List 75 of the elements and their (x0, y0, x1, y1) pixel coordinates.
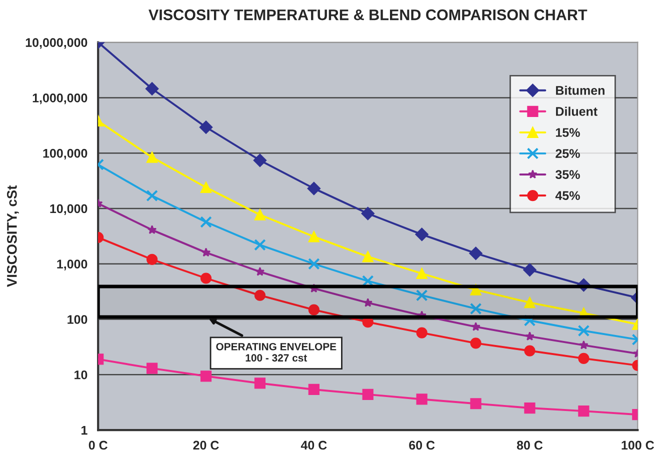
point (471, 322, 480, 331)
x-tick-label: 100 C (622, 440, 654, 450)
point (416, 268, 428, 280)
point (524, 402, 536, 414)
point (200, 182, 212, 193)
legend-label: 25% (556, 149, 580, 158)
y-tick-label: 100 (68, 315, 88, 324)
point (470, 398, 482, 410)
x-tick-label: 40 C (300, 440, 327, 450)
point (361, 206, 374, 220)
legend-label: Bitumen (556, 86, 604, 95)
point (254, 239, 266, 251)
point (309, 284, 319, 293)
point (145, 82, 159, 96)
point (254, 378, 266, 389)
point (199, 120, 213, 134)
point (146, 152, 158, 163)
point (146, 362, 158, 374)
point (525, 332, 534, 340)
point (470, 284, 482, 296)
point (255, 266, 265, 276)
x-tick-label: 60 C (409, 440, 435, 450)
y-tick-label: 1 (82, 426, 88, 435)
legend-label: 35% (556, 170, 580, 179)
point (524, 345, 536, 356)
point (146, 254, 158, 266)
legend-label: 45% (555, 191, 580, 200)
x-tick-label: 20 C (193, 440, 219, 450)
point (416, 289, 428, 302)
point (146, 190, 158, 202)
point (470, 302, 482, 315)
point (308, 258, 320, 270)
point (362, 388, 374, 400)
y-tick-label: 1,000,000 (32, 93, 88, 104)
y-tick-label: 10,000 (50, 204, 88, 215)
y-tick-label: 10 (74, 370, 88, 380)
y-tick-label: 100,000 (43, 148, 88, 160)
point (523, 263, 536, 276)
x-tick-label: 80 C (516, 440, 543, 450)
point (201, 248, 211, 257)
point (253, 154, 267, 167)
point (416, 394, 428, 405)
x-tick-label: 0 C (88, 440, 108, 450)
point (524, 297, 536, 308)
point (417, 310, 426, 320)
point (200, 370, 212, 382)
point (307, 182, 321, 196)
point (578, 352, 590, 364)
point (416, 327, 428, 338)
chart-title: VISCOSITY TEMPERATURE & BLEND COMPARISON CHART (148, 9, 588, 20)
y-axis-title: VISCOSITY, cSt (6, 185, 19, 288)
y-tick-label: 10,000,000 (26, 38, 88, 49)
point (469, 246, 482, 260)
point (362, 251, 374, 262)
point (308, 384, 320, 396)
point (578, 324, 590, 337)
point (577, 278, 590, 292)
point (308, 231, 320, 242)
point (147, 225, 157, 234)
point (579, 340, 588, 350)
point (415, 228, 428, 242)
point (200, 272, 212, 284)
band-label: OPERATING ENVELOPE 100 - 327 cst (216, 342, 336, 362)
point (308, 304, 320, 316)
point (470, 338, 482, 349)
point (578, 308, 590, 319)
point (524, 314, 536, 326)
legend-label: Diluent (556, 106, 598, 116)
point (254, 290, 266, 301)
point (578, 406, 590, 417)
point (254, 209, 266, 220)
legend-label: 15% (556, 128, 580, 137)
point (363, 298, 373, 307)
point (200, 216, 212, 228)
y-tick-label: 1,000 (57, 260, 88, 270)
